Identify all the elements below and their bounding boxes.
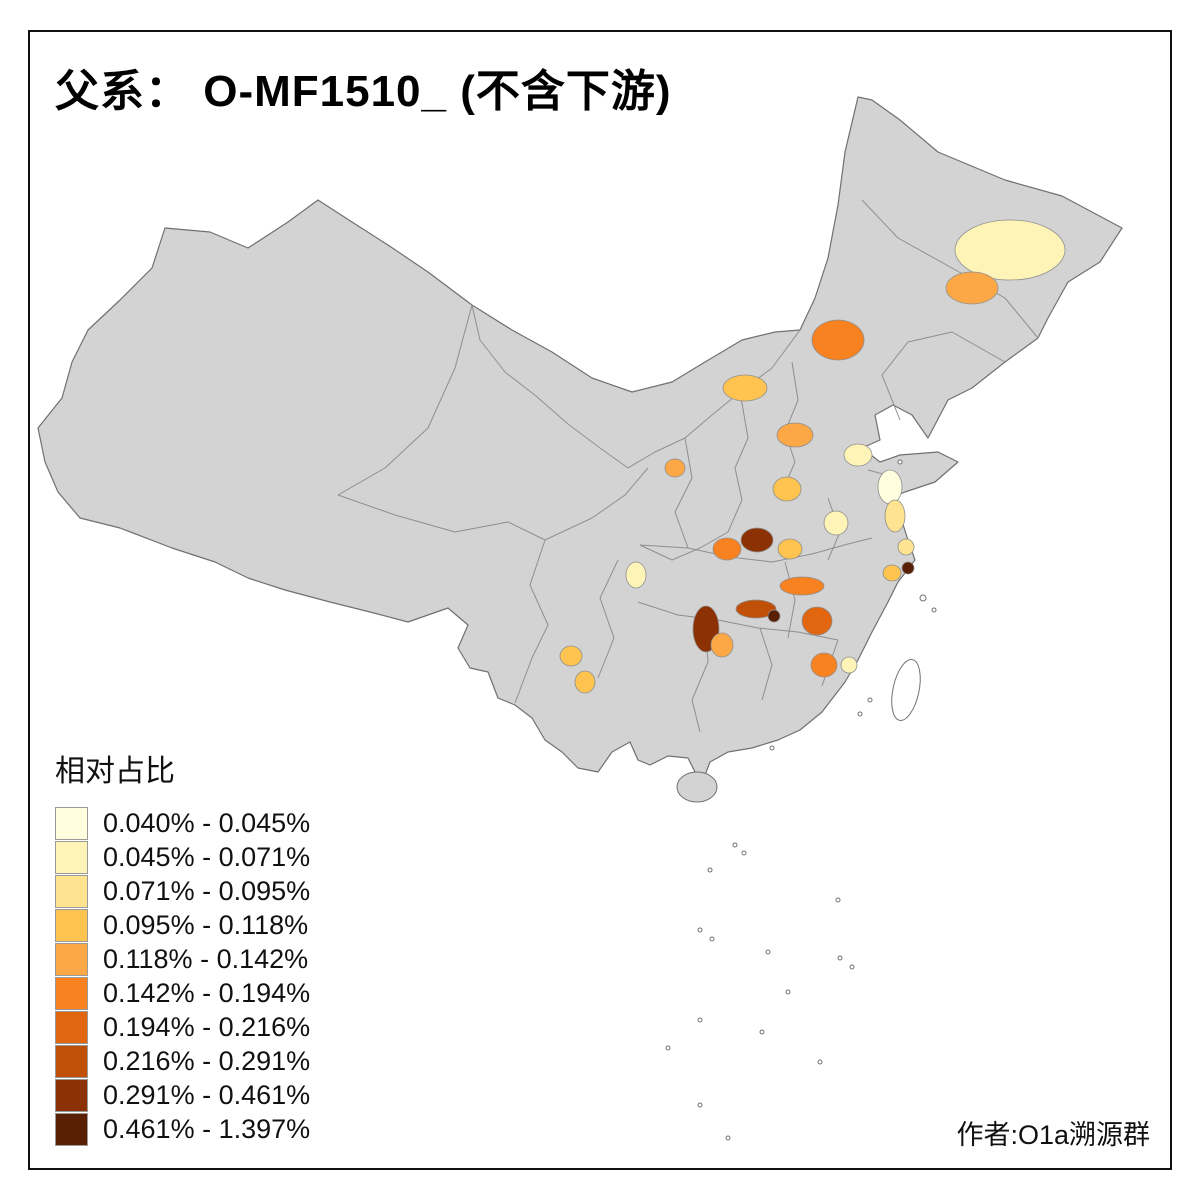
islands xyxy=(665,459,937,1141)
highlighted-prefecture xyxy=(877,469,903,505)
legend-label: 0.118% - 0.142% xyxy=(103,943,309,974)
highlighted-prefecture xyxy=(840,656,858,674)
legend-swatch xyxy=(55,806,88,840)
small-islands xyxy=(665,459,937,1141)
highlighted-prefecture xyxy=(767,609,781,623)
page-title: 父系： O-MF1510_ (不含下游) xyxy=(55,67,672,116)
province-boundaries xyxy=(337,199,1039,733)
legend-swatch xyxy=(55,1044,88,1078)
legend-item: 0.095% - 0.118% xyxy=(55,908,310,942)
legend-label: 0.142% - 0.194% xyxy=(103,977,311,1008)
legend-label: 0.045% - 0.071% xyxy=(103,841,311,872)
highlighted-prefecture xyxy=(777,538,803,560)
legend-swatch xyxy=(55,1112,88,1146)
highlighted-prefecture xyxy=(897,538,915,556)
legend-item: 0.071% - 0.095% xyxy=(55,874,310,908)
highlighted-prefecture xyxy=(776,422,814,448)
highlighted-prefecture xyxy=(772,476,802,502)
highlighted-prefectures xyxy=(559,219,1066,694)
legend-swatch xyxy=(55,942,88,976)
legend-label: 0.095% - 0.118% xyxy=(103,909,309,940)
legend-label: 0.194% - 0.216% xyxy=(103,1011,311,1042)
highlighted-prefecture xyxy=(710,632,734,658)
legend-item: 0.291% - 0.461% xyxy=(55,1078,310,1112)
highlighted-prefecture xyxy=(779,576,825,596)
legend-item: 0.216% - 0.291% xyxy=(55,1044,310,1078)
highlighted-prefecture xyxy=(740,527,774,553)
legend-label: 0.071% - 0.095% xyxy=(103,875,311,906)
highlighted-prefecture xyxy=(882,564,902,582)
legend: 相对占比 0.040% - 0.045% 0.045% - 0.071% 0.071… xyxy=(55,746,310,1146)
taiwan-island xyxy=(891,659,921,721)
highlighted-prefecture xyxy=(559,645,583,667)
highlighted-prefecture xyxy=(712,537,742,561)
legend-item: 0.142% - 0.194% xyxy=(55,976,310,1010)
legend-swatch xyxy=(55,874,88,908)
legend-rows: 0.040% - 0.045% 0.045% - 0.071% 0.071% - 0… xyxy=(55,806,310,1146)
legend-label: 0.216% - 0.291% xyxy=(103,1045,311,1076)
legend-swatch xyxy=(55,1010,88,1044)
highlighted-prefecture xyxy=(801,606,833,636)
highlighted-prefecture xyxy=(810,652,838,678)
highlighted-prefecture xyxy=(954,219,1066,281)
highlighted-prefecture xyxy=(884,499,906,533)
legend-item: 0.118% - 0.142% xyxy=(55,942,310,976)
legend-swatch xyxy=(55,840,88,874)
legend-label: 0.461% - 1.397% xyxy=(103,1113,311,1144)
legend-item: 0.194% - 0.216% xyxy=(55,1010,310,1044)
highlighted-prefecture xyxy=(574,670,596,694)
highlighted-prefecture xyxy=(811,319,865,361)
highlighted-prefecture xyxy=(625,561,647,589)
legend-swatch xyxy=(55,976,88,1010)
highlighted-prefecture xyxy=(722,374,768,402)
legend-item: 0.040% - 0.045% xyxy=(55,806,310,840)
highlighted-prefecture xyxy=(664,458,686,478)
legend-item: 0.045% - 0.071% xyxy=(55,840,310,874)
highlighted-prefecture xyxy=(823,510,849,536)
author-credit: 作者:O1a溯源群 xyxy=(956,1120,1150,1150)
legend-title: 相对占比 xyxy=(55,755,175,788)
highlighted-prefecture xyxy=(901,561,915,575)
legend-item: 0.461% - 1.397% xyxy=(55,1112,310,1146)
highlighted-prefecture xyxy=(735,599,777,619)
legend-swatch xyxy=(55,1078,88,1112)
legend-swatch xyxy=(55,908,88,942)
highlighted-prefecture xyxy=(843,443,873,467)
legend-label: 0.291% - 0.461% xyxy=(103,1079,311,1110)
hainan-island xyxy=(676,771,718,803)
legend-label: 0.040% - 0.045% xyxy=(103,807,311,838)
mainland-china xyxy=(37,96,1123,776)
highlighted-prefecture xyxy=(945,271,999,305)
